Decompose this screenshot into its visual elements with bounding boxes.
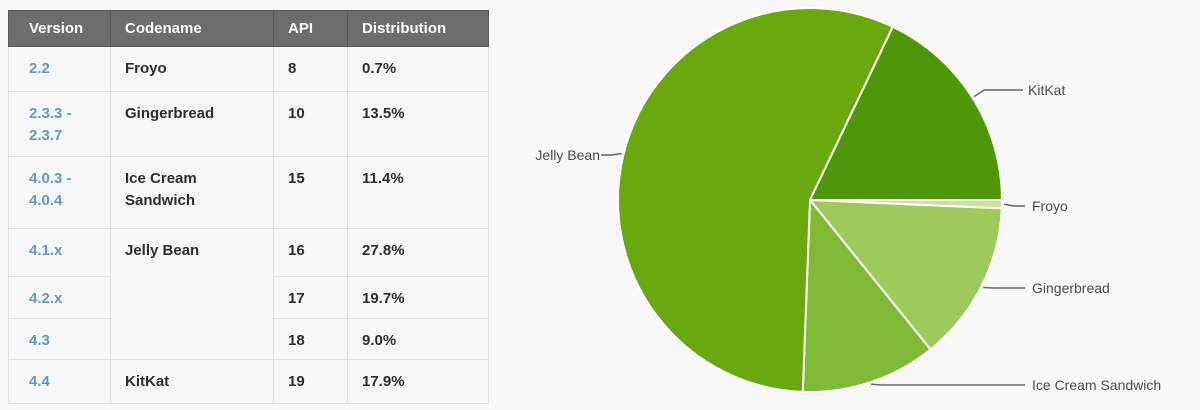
leader-line: [601, 152, 622, 156]
pie-label-froyo: Froyo: [1032, 198, 1068, 214]
version-cell[interactable]: 4.0.3 - 4.0.4: [8, 156, 111, 229]
pie-slice-jelly-bean[interactable]: [617, 7, 894, 393]
api-cell: 18: [273, 318, 348, 360]
api-cell: 15: [273, 156, 348, 229]
leader-line: [983, 286, 1025, 289]
leader-line: [871, 383, 1025, 386]
leader-line: [973, 89, 1023, 98]
distribution-cell: 19.7%: [347, 276, 489, 319]
pie-slice-ice-cream-sandwich[interactable]: [801, 199, 932, 393]
distribution-cell: 0.7%: [347, 46, 489, 92]
pie-slice-gingerbread[interactable]: [809, 199, 1003, 351]
header-version: Version: [8, 10, 111, 47]
pie-label-ice-cream-sandwich: Ice Cream Sandwich: [1032, 377, 1162, 393]
codename-cell: Froyo: [110, 46, 274, 92]
table-row: 4.0.3 - 4.0.4 Ice Cream Sandwich 15 11.4…: [8, 156, 489, 229]
api-cell: 10: [273, 91, 348, 157]
header-api: API: [273, 10, 348, 47]
version-cell[interactable]: 4.3: [8, 318, 111, 360]
version-cell[interactable]: 4.2.x: [8, 276, 111, 319]
table-row: 2.2 Froyo 8 0.7%: [8, 46, 489, 92]
codename-cell: Gingerbread: [110, 91, 274, 157]
api-cell: 16: [273, 228, 348, 277]
android-distribution-table: Version Codename API Distribution 2.2 Fr…: [8, 10, 489, 404]
codename-cell: Ice Cream Sandwich: [110, 156, 274, 229]
header-codename: Codename: [110, 10, 274, 47]
table-row: 4.2.x 17 19.7%: [8, 276, 489, 319]
codename-cell: Jelly Bean: [110, 228, 274, 360]
distribution-cell: 27.8%: [347, 228, 489, 277]
table-row: 4.3 18 9.0%: [8, 318, 489, 360]
distribution-cell: 9.0%: [347, 318, 489, 360]
table-header-row: Version Codename API Distribution: [8, 10, 489, 47]
version-cell[interactable]: 4.4: [8, 359, 111, 404]
distribution-cell: 13.5%: [347, 91, 489, 157]
api-cell: 17: [273, 276, 348, 319]
api-cell: 19: [273, 359, 348, 404]
codename-cell: KitKat: [110, 359, 274, 404]
leader-line: [1003, 203, 1025, 207]
pie-chart: [601, 7, 1025, 393]
version-cell[interactable]: 2.2: [8, 46, 111, 92]
table-row: 4.4 KitKat 19 17.9%: [8, 359, 489, 404]
pie-slice-kitkat[interactable]: [809, 25, 1003, 201]
pie-label-kitkat: KitKat: [1028, 82, 1066, 98]
version-cell[interactable]: 2.3.3 - 2.3.7: [8, 91, 111, 157]
distribution-cell: 11.4%: [347, 156, 489, 229]
header-distribution: Distribution: [347, 10, 489, 47]
table-row: 2.3.3 - 2.3.7 Gingerbread 10 13.5%: [8, 91, 489, 157]
pie-label-gingerbread: Gingerbread: [1032, 280, 1110, 296]
distribution-cell: 17.9%: [347, 359, 489, 404]
version-cell[interactable]: 4.1.x: [8, 228, 111, 277]
table-row: 4.1.x Jelly Bean 16 27.8%: [8, 228, 489, 360]
api-cell: 8: [273, 46, 348, 92]
pie-label-jelly-bean: Jelly Bean: [535, 147, 600, 163]
